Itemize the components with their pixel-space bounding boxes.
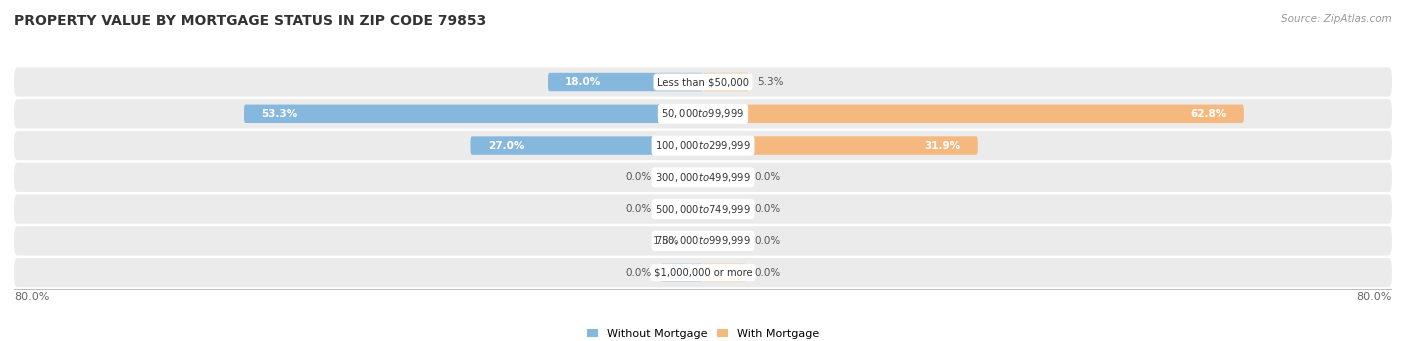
Text: 0.0%: 0.0% xyxy=(755,236,780,246)
FancyBboxPatch shape xyxy=(471,136,703,155)
Text: 31.9%: 31.9% xyxy=(924,140,960,151)
FancyBboxPatch shape xyxy=(245,105,703,123)
FancyBboxPatch shape xyxy=(659,200,703,218)
FancyBboxPatch shape xyxy=(659,263,703,282)
Text: 0.0%: 0.0% xyxy=(755,204,780,214)
FancyBboxPatch shape xyxy=(14,99,1392,129)
Text: 62.8%: 62.8% xyxy=(1191,109,1226,119)
Text: Source: ZipAtlas.com: Source: ZipAtlas.com xyxy=(1281,14,1392,24)
FancyBboxPatch shape xyxy=(703,232,747,250)
Text: 53.3%: 53.3% xyxy=(262,109,298,119)
FancyBboxPatch shape xyxy=(703,136,977,155)
FancyBboxPatch shape xyxy=(703,200,747,218)
FancyBboxPatch shape xyxy=(14,258,1392,287)
Legend: Without Mortgage, With Mortgage: Without Mortgage, With Mortgage xyxy=(588,329,818,339)
Text: 1.8%: 1.8% xyxy=(652,236,679,246)
Text: 27.0%: 27.0% xyxy=(488,140,524,151)
FancyBboxPatch shape xyxy=(14,226,1392,255)
FancyBboxPatch shape xyxy=(703,73,748,91)
Text: Less than $50,000: Less than $50,000 xyxy=(657,77,749,87)
Text: 0.0%: 0.0% xyxy=(755,268,780,278)
Text: $300,000 to $499,999: $300,000 to $499,999 xyxy=(655,171,751,184)
Text: 0.0%: 0.0% xyxy=(755,172,780,182)
FancyBboxPatch shape xyxy=(14,194,1392,224)
FancyBboxPatch shape xyxy=(703,105,1244,123)
Text: 0.0%: 0.0% xyxy=(626,268,651,278)
Text: 80.0%: 80.0% xyxy=(14,292,49,302)
FancyBboxPatch shape xyxy=(688,232,703,250)
Text: $1,000,000 or more: $1,000,000 or more xyxy=(654,268,752,278)
FancyBboxPatch shape xyxy=(14,163,1392,192)
FancyBboxPatch shape xyxy=(14,68,1392,97)
Text: $500,000 to $749,999: $500,000 to $749,999 xyxy=(655,203,751,216)
FancyBboxPatch shape xyxy=(659,168,703,187)
Text: 18.0%: 18.0% xyxy=(565,77,602,87)
Text: 80.0%: 80.0% xyxy=(1357,292,1392,302)
Text: $50,000 to $99,999: $50,000 to $99,999 xyxy=(661,107,745,120)
FancyBboxPatch shape xyxy=(548,73,703,91)
Text: 5.3%: 5.3% xyxy=(758,77,783,87)
Text: $750,000 to $999,999: $750,000 to $999,999 xyxy=(655,234,751,247)
FancyBboxPatch shape xyxy=(703,168,747,187)
FancyBboxPatch shape xyxy=(703,263,747,282)
Text: PROPERTY VALUE BY MORTGAGE STATUS IN ZIP CODE 79853: PROPERTY VALUE BY MORTGAGE STATUS IN ZIP… xyxy=(14,14,486,28)
Text: 0.0%: 0.0% xyxy=(626,172,651,182)
Text: $100,000 to $299,999: $100,000 to $299,999 xyxy=(655,139,751,152)
FancyBboxPatch shape xyxy=(14,131,1392,160)
Text: 0.0%: 0.0% xyxy=(626,204,651,214)
